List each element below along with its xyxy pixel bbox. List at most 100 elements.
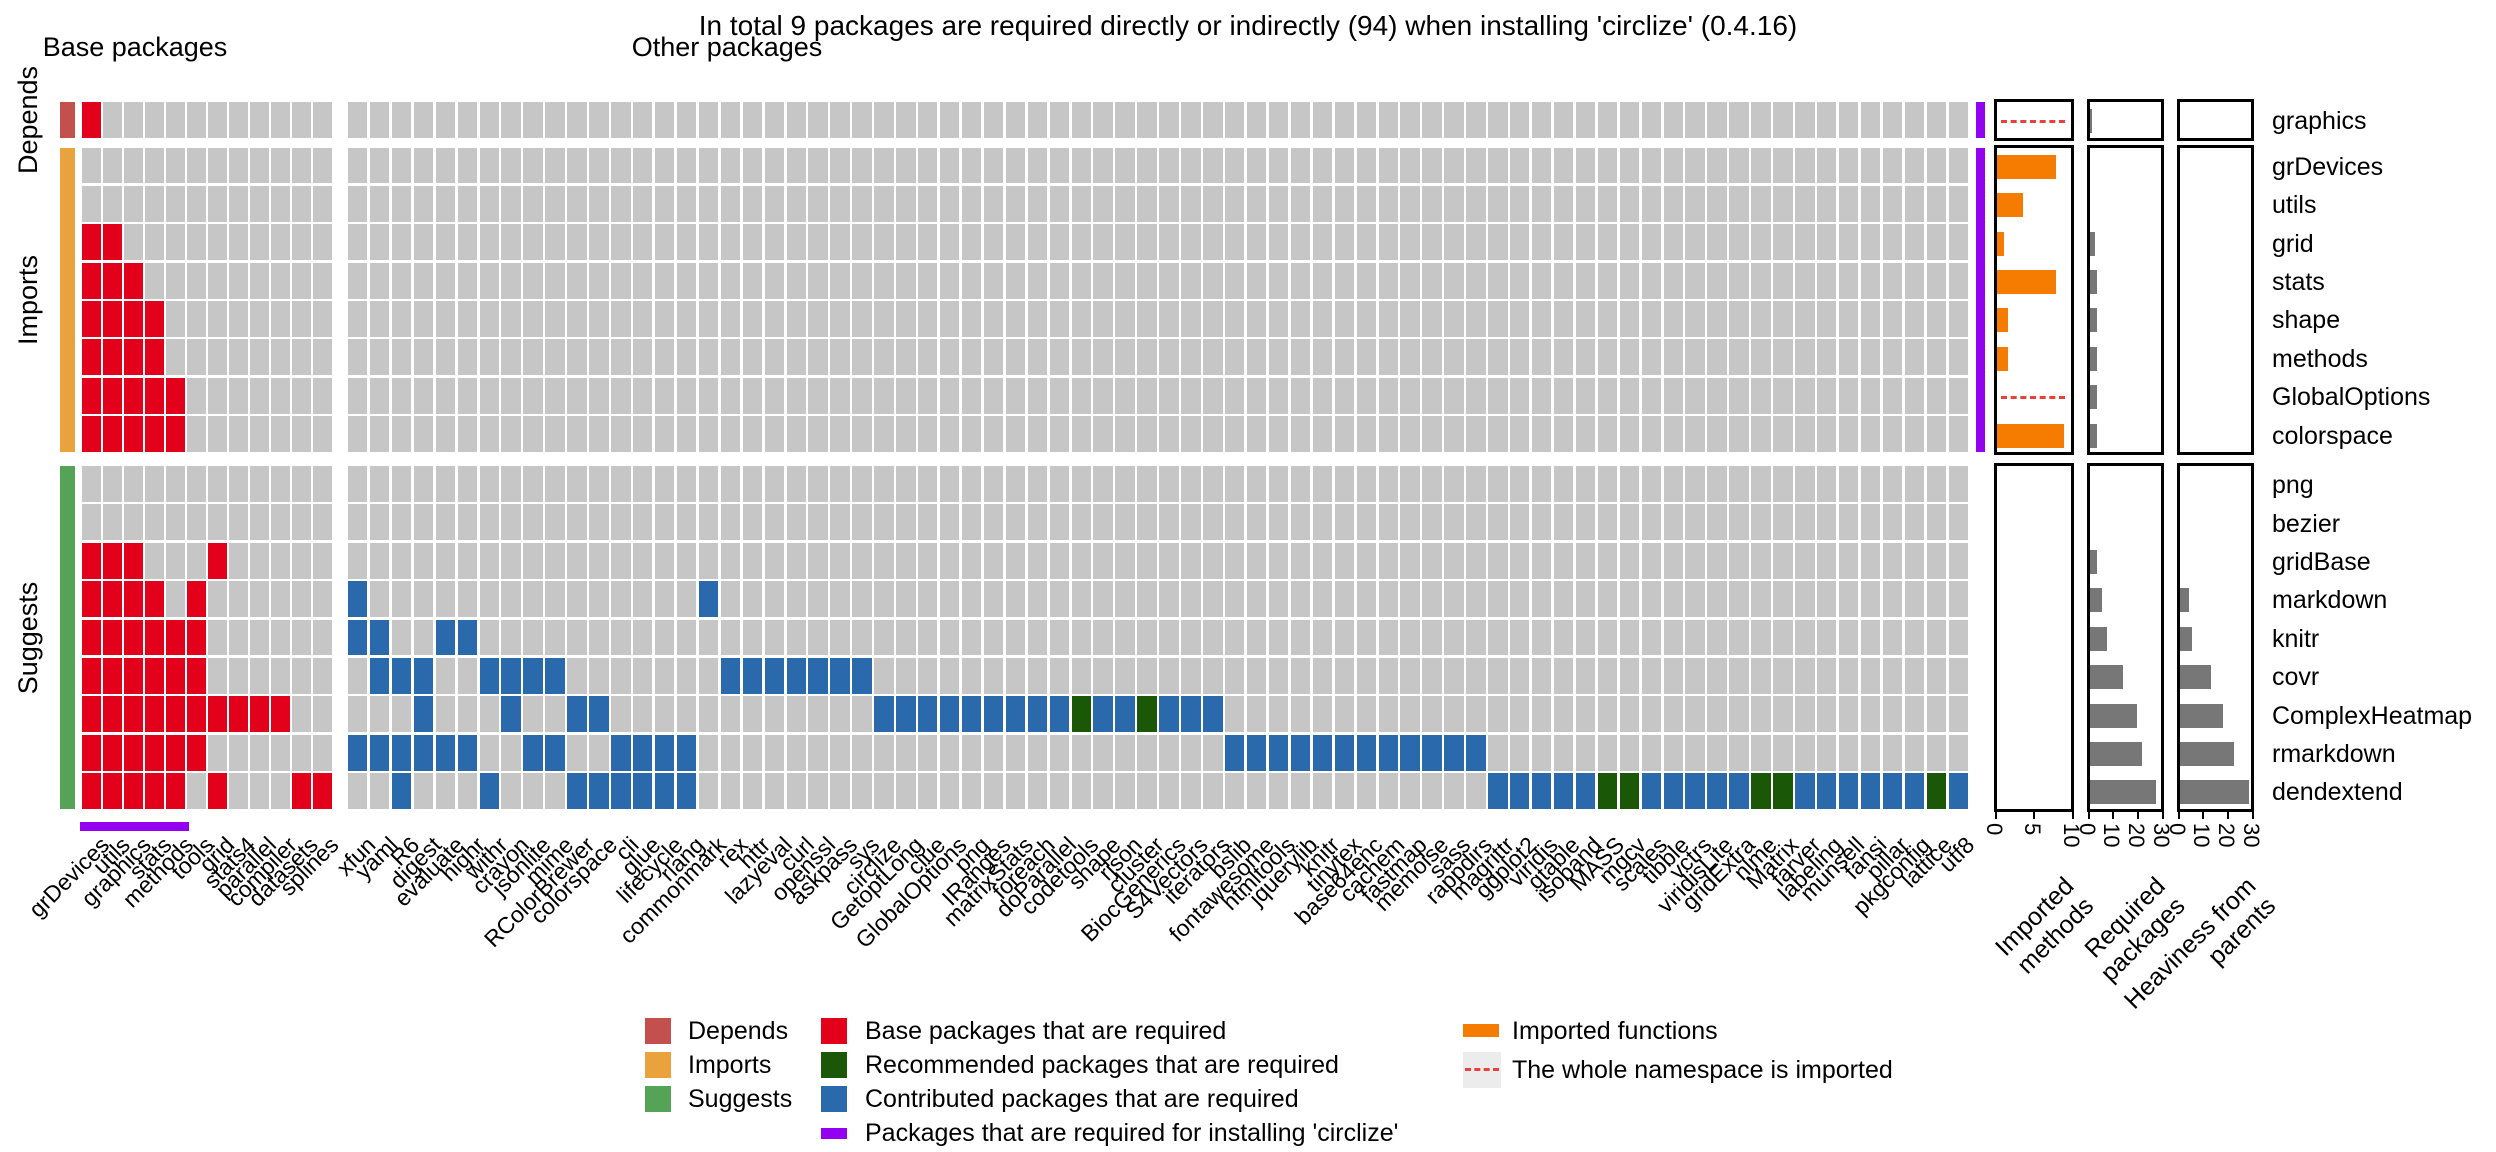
heatmap-cell-GlobalOptions-rex-empty <box>720 377 741 414</box>
heatmap-cell-grDevices-RColorBrewer-empty <box>567 147 587 184</box>
heatmap-cell-dendextend-vctrs-contributed <box>1685 773 1705 810</box>
heatmap-cell-knitr-yaml-contributed <box>369 619 390 656</box>
heatmap-cell-grid-fontawesome-empty <box>1246 224 1267 261</box>
heatmap-cell-png-glue-empty <box>633 466 653 502</box>
heatmap-cell-GlobalOptions-sys-empty <box>852 377 872 414</box>
heatmap-cell-grid-png-empty <box>961 224 982 261</box>
heatmap-cell-rmarkdown-vctrs-empty <box>1685 734 1705 771</box>
heatmap-cell-bezier-rappdirs-empty <box>1466 504 1486 541</box>
heatmap-cell-colorspace-sass-empty <box>1444 416 1464 453</box>
heatmap-cell-bezier-GetoptLong-empty <box>896 504 916 541</box>
heatmap-cell-grDevices-htmltools-empty <box>1268 147 1289 184</box>
heatmap-cell-utils-fontawesome-empty <box>1246 185 1267 222</box>
heatmap-cell-knitr-doParallel-empty <box>1049 619 1070 656</box>
heatmap-cell-ComplexHeatmap-lattice-empty <box>1926 696 1947 733</box>
heatmap-cell-grDevices-fontawesome-empty <box>1246 147 1267 184</box>
heatmap-cell-bezier-tools-empty <box>187 504 206 541</box>
heatmap-cell-ComplexHeatmap-fastmap-empty <box>1400 696 1420 733</box>
heatmap-cell-dendextend-splines-base-required <box>313 773 332 810</box>
heatmap-cell-grDevices-fastmap-empty <box>1400 147 1420 184</box>
heatmap-cell-methods-rex-empty <box>720 339 741 376</box>
heatmap-cell-shape-compiler-empty <box>271 301 290 337</box>
heatmap-cell-shape-doParallel-empty <box>1049 301 1070 337</box>
heatmap-cell-grid-GlobalOptions-empty <box>939 224 960 261</box>
heatmap-cell-png-colorspace-empty <box>589 466 609 502</box>
heatmap-cell-grDevices-BiocGenerics-empty <box>1159 147 1179 184</box>
heatmap-cell-GlobalOptions-tinytex-empty <box>1334 377 1355 414</box>
heatmap-cell-dendextend-rlang-contributed <box>676 773 697 810</box>
heatmap-cell-markdown-scales-empty <box>1641 581 1662 618</box>
axis-tick-label-1-20: 20 <box>2123 823 2149 848</box>
heatmap-cell-GlobalOptions-graphics-base-required <box>124 377 143 414</box>
heatmap-cell-knitr-S4Vectors-empty <box>1181 619 1201 656</box>
heatmap-cell-png-graphics-empty <box>124 466 143 502</box>
heatmap-cell-grid-cachem-empty <box>1378 224 1398 261</box>
heatmap-cell-grDevices-GlobalOptions-empty <box>939 147 960 184</box>
heatmap-cell-covr-htmltools-empty <box>1268 657 1289 694</box>
row-group-label-suggests: Suggests <box>13 581 43 694</box>
heatmap-cell-GlobalOptions-lazyeval-empty <box>764 377 784 414</box>
row-group-bar-imports <box>60 147 75 453</box>
heatmap-cell-gridBase-foreach-empty <box>1027 542 1048 579</box>
heatmap-cell-rmarkdown-stats4-empty <box>229 734 248 771</box>
heatmap-cell-utils-vctrs-empty <box>1685 185 1705 222</box>
heatmap-cell-gridBase-crayon-empty <box>501 542 521 579</box>
heatmap-cell-gridBase-yaml-empty <box>369 542 390 579</box>
heatmap-cell-methods-jquerylib-empty <box>1290 339 1311 376</box>
heatmap-cell-dendextend-gridExtra-contributed <box>1729 773 1749 810</box>
heatmap-cell-methods-openssl-empty <box>808 339 828 376</box>
heatmap-cell-colorspace-rjson-empty <box>1115 416 1135 453</box>
heatmap-cell-grid-isoband-empty <box>1575 224 1596 261</box>
heatmap-cell-GlobalOptions-rlang-empty <box>676 377 697 414</box>
heatmap-cell-markdown-base64enc-empty <box>1356 581 1376 618</box>
heatmap-cell-colorspace-mime-empty <box>545 416 565 453</box>
heatmap-cell-grid-Matrix-empty <box>1773 224 1793 261</box>
heatmap-cell-GlobalOptions-highr-empty <box>457 377 478 414</box>
heatmap-cell-stats-circlize-empty <box>874 262 894 299</box>
heatmap-cell-markdown-askpass-empty <box>830 581 850 618</box>
heatmap-cell-shape-parallel-empty <box>250 301 269 337</box>
heatmap-cell-covr-farver-empty <box>1795 657 1815 694</box>
heatmap-cell-grDevices-fansi-empty <box>1860 147 1881 184</box>
heatmap-cell-gridBase-httr-empty <box>742 542 763 579</box>
heatmap-cell-grDevices-IRanges-empty <box>983 147 1004 184</box>
heatmap-cell-knitr-rlang-empty <box>676 619 697 656</box>
heatmap-cell-methods-mgcv-empty <box>1619 339 1640 376</box>
heatmap-cell-bezier-evaluate-empty <box>435 504 456 541</box>
heatmap-cell-grDevices-askpass-empty <box>830 147 850 184</box>
heatmap-cell-ComplexHeatmap-grDevices-base-required <box>82 696 101 733</box>
heatmap-cell-png-tools-empty <box>187 466 206 502</box>
heatmap-cell-covr-mime-contributed <box>545 657 565 694</box>
legend-swatch-depends <box>645 1018 671 1044</box>
heatmap-cell-dendextend-gtable-contributed <box>1553 773 1574 810</box>
heatmap-cell-graphics-GlobalOptions-empty <box>939 102 960 138</box>
heatmap-cell-covr-munsell-empty <box>1838 657 1859 694</box>
heatmap-cell-utils-curl-empty <box>786 185 806 222</box>
heatmap-cell-utils-pkgconfig-empty <box>1904 185 1925 222</box>
namespace-dashed-line-graphics <box>2001 120 2065 124</box>
heatmap-cell-ComplexHeatmap-mime-empty <box>545 696 565 733</box>
heatmap-cell-bezier-yaml-empty <box>369 504 390 541</box>
heatmap-cell-utils-gridExtra-empty <box>1729 185 1749 222</box>
heatmap-cell-dendextend-cachem-empty <box>1378 773 1398 810</box>
heatmap-cell-covr-magrittr-empty <box>1488 657 1508 694</box>
heatmap-cell-utils-nlme-empty <box>1751 185 1771 222</box>
heatmap-cell-colorspace-evaluate-empty <box>435 416 456 453</box>
heatmap-cell-grDevices-R6-empty <box>391 147 412 184</box>
heatmap-cell-markdown-munsell-empty <box>1838 581 1859 618</box>
heatmap-cell-gridBase-R6-empty <box>391 542 412 579</box>
heatmap-cell-bezier-curl-empty <box>786 504 806 541</box>
heatmap-cell-markdown-nlme-empty <box>1751 581 1771 618</box>
heatmap-cell-markdown-knitr-empty <box>1312 581 1333 618</box>
heatmap-cell-knitr-GlobalOptions-empty <box>939 619 960 656</box>
heatmap-cell-GlobalOptions-RColorBrewer-empty <box>567 377 587 414</box>
heatmap-cell-graphics-colorspace-empty <box>589 102 609 138</box>
heatmap-cell-shape-base64enc-empty <box>1356 301 1376 337</box>
heatmap-cell-shape-gridExtra-empty <box>1729 301 1749 337</box>
heatmap-cell-rmarkdown-cluster-empty <box>1137 734 1157 771</box>
heatmap-cell-png-cli-empty <box>611 466 631 502</box>
heatmap-cell-graphics-commonmark-empty <box>698 102 719 138</box>
heatmap-cell-shape-farver-empty <box>1795 301 1815 337</box>
heatmap-cell-grid-stats4-empty <box>229 224 248 261</box>
